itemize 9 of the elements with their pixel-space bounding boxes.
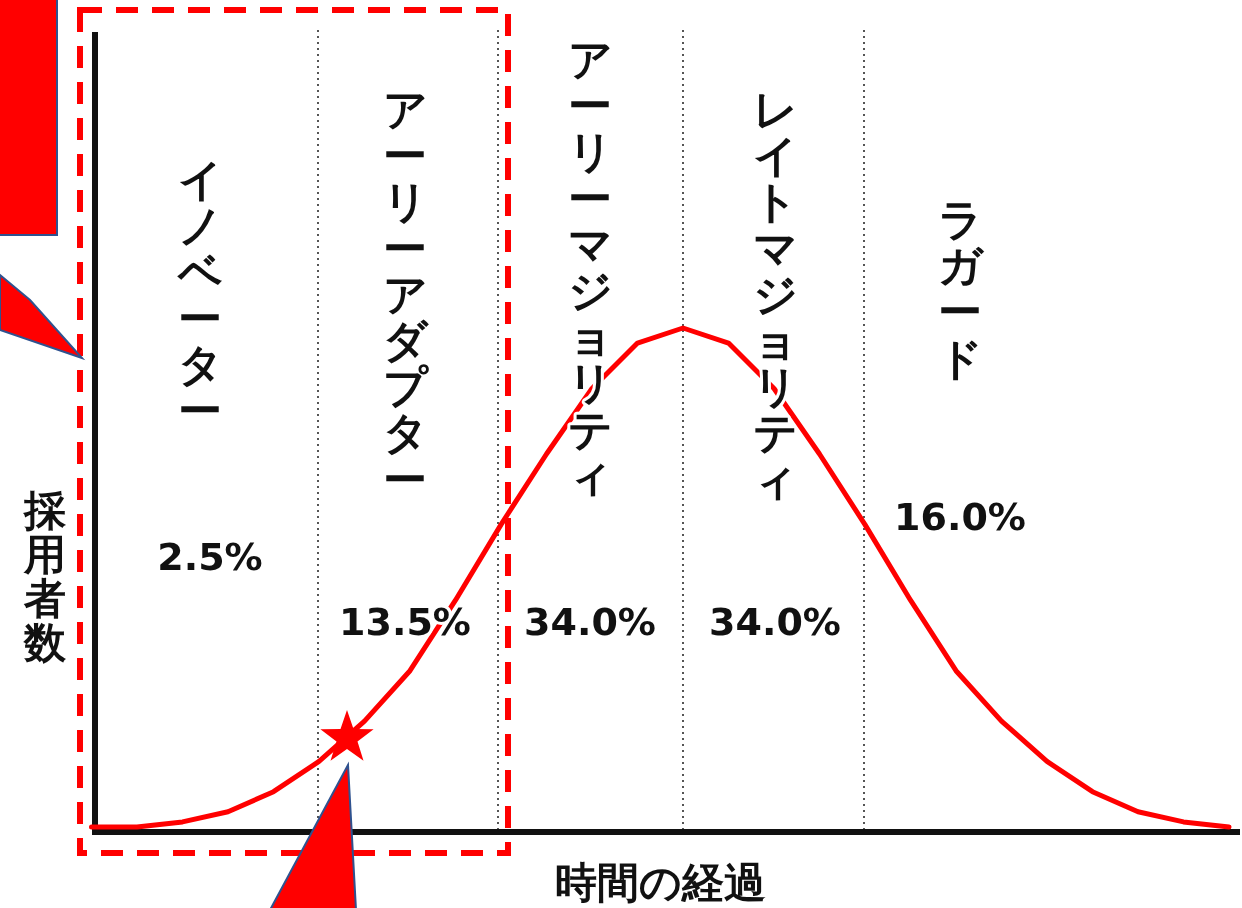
annotation: イノベーター <box>176 154 223 436</box>
annotation: 34.0% <box>524 600 656 644</box>
x-axis-title: 時間の経過 <box>554 858 766 907</box>
annotation: 2.5% <box>157 535 263 579</box>
annotation: 34.0% <box>709 600 841 644</box>
annotation: ラガード <box>937 194 985 384</box>
text: アーリーアダプター <box>382 84 428 505</box>
annotation: 16.0% <box>894 495 1026 539</box>
y-axis-title: 採用者数 <box>22 486 67 668</box>
